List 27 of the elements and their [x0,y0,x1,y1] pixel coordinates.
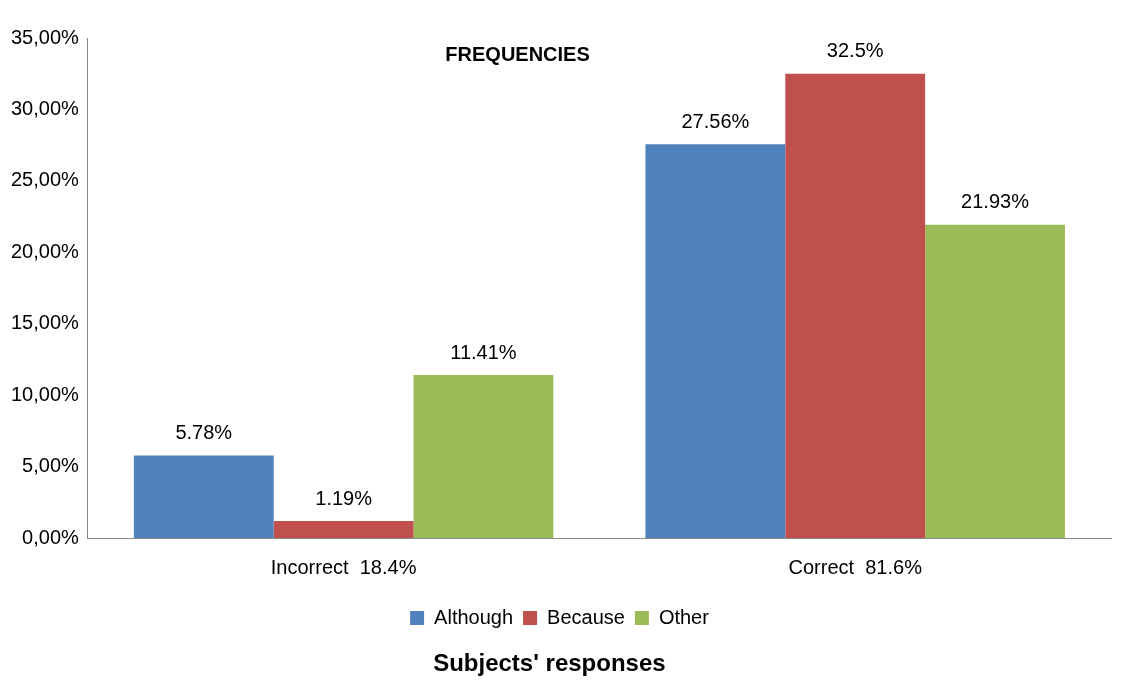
y-tick-label: 15,00% [10,311,80,334]
data-label: 11.41% [450,340,517,363]
y-tick-label: 35,00% [10,25,80,48]
bar [925,224,1065,538]
data-label: 27.56% [681,109,750,132]
y-tick-label: 5,00% [22,454,80,477]
bar [133,455,274,538]
x-tick-label: Correct 81.6% [788,555,923,578]
bar [645,144,786,538]
legend-label: Although [434,605,514,628]
bar [273,521,414,538]
y-tick-label: 25,00% [10,168,80,191]
data-label: 32.5% [826,39,884,62]
y-tick-label: 10,00% [10,382,80,405]
data-label: 5.78% [175,420,233,443]
x-axis-title: Subjects' responses [433,648,666,676]
chart-title: FREQUENCIES [445,42,590,65]
x-tick-label: Incorrect 18.4% [270,555,417,578]
legend-label: Other [658,605,710,628]
data-label: 1.19% [315,486,373,509]
data-label: 21.93% [961,190,1030,213]
bar [785,73,926,538]
legend-label: Because [547,605,625,628]
y-tick-label: 30,00% [10,96,80,119]
y-tick-label: 0,00% [22,525,80,548]
bar [413,375,554,538]
y-tick-label: 20,00% [10,239,80,262]
